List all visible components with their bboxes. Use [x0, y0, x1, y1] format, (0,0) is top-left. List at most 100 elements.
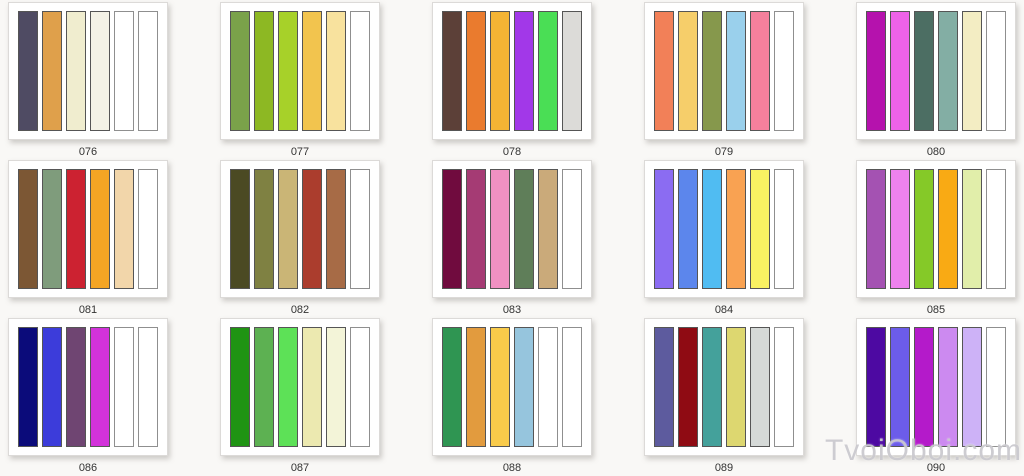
- color-swatch: [326, 11, 346, 131]
- color-swatch: [42, 169, 62, 289]
- color-swatch: [702, 327, 722, 447]
- palette-label: 089: [714, 462, 734, 474]
- color-swatch: [726, 327, 746, 447]
- color-swatch: [914, 11, 934, 131]
- palette-label: 088: [502, 462, 522, 474]
- palette-label: 086: [78, 462, 98, 474]
- palette-cell: 089: [644, 318, 804, 476]
- palette-cell: 085: [856, 160, 1016, 318]
- palette-card: [856, 160, 1016, 298]
- color-swatch: [986, 11, 1006, 131]
- color-swatch: [986, 327, 1006, 447]
- palette-cell: 081: [8, 160, 168, 318]
- color-swatch: [466, 327, 486, 447]
- color-swatch: [42, 11, 62, 131]
- palette-card: [856, 318, 1016, 456]
- palette-card: [856, 2, 1016, 140]
- color-swatch: [442, 169, 462, 289]
- palette-label: 076: [78, 146, 98, 158]
- color-swatch: [538, 327, 558, 447]
- palette-label: 087: [290, 462, 310, 474]
- color-swatch: [278, 11, 298, 131]
- color-swatch: [350, 11, 370, 131]
- color-swatch: [18, 327, 38, 447]
- color-swatch: [938, 169, 958, 289]
- color-swatch: [986, 169, 1006, 289]
- palette-card: [8, 2, 168, 140]
- color-swatch: [350, 169, 370, 289]
- palette-card: [644, 160, 804, 298]
- color-swatch: [702, 11, 722, 131]
- color-swatch: [302, 169, 322, 289]
- palette-label: 077: [290, 146, 310, 158]
- palette-cell: 078: [432, 2, 592, 160]
- palette-cell: 086: [8, 318, 168, 476]
- color-swatch: [302, 327, 322, 447]
- palette-card: [220, 318, 380, 456]
- color-swatch: [442, 327, 462, 447]
- color-swatch: [42, 327, 62, 447]
- color-swatch: [18, 11, 38, 131]
- color-swatch: [230, 327, 250, 447]
- palette-card: [432, 318, 592, 456]
- color-swatch: [442, 11, 462, 131]
- color-swatch: [774, 11, 794, 131]
- color-swatch: [90, 169, 110, 289]
- palette-cell: 084: [644, 160, 804, 318]
- color-swatch: [562, 327, 582, 447]
- color-swatch: [490, 169, 510, 289]
- palette-card: [8, 318, 168, 456]
- color-swatch: [66, 169, 86, 289]
- palette-card: [220, 2, 380, 140]
- color-swatch: [138, 11, 158, 131]
- palette-cell: 083: [432, 160, 592, 318]
- palette-cell: 087: [220, 318, 380, 476]
- palette-label: 080: [926, 146, 946, 158]
- color-swatch: [914, 169, 934, 289]
- color-swatch: [678, 11, 698, 131]
- color-swatch: [278, 327, 298, 447]
- color-swatch: [726, 11, 746, 131]
- color-swatch: [18, 169, 38, 289]
- color-swatch: [914, 327, 934, 447]
- palette-card: [432, 2, 592, 140]
- color-swatch: [254, 11, 274, 131]
- color-swatch: [490, 327, 510, 447]
- color-swatch: [514, 327, 534, 447]
- color-swatch: [962, 11, 982, 131]
- color-swatch: [466, 169, 486, 289]
- color-swatch: [890, 327, 910, 447]
- palette-cell: 077: [220, 2, 380, 160]
- palette-cell: 082: [220, 160, 380, 318]
- color-swatch: [326, 327, 346, 447]
- color-swatch: [66, 11, 86, 131]
- color-swatch: [230, 169, 250, 289]
- color-swatch: [866, 11, 886, 131]
- palette-label: 083: [502, 304, 522, 316]
- palette-cell: 088: [432, 318, 592, 476]
- color-swatch: [962, 327, 982, 447]
- color-swatch: [962, 169, 982, 289]
- color-swatch: [90, 11, 110, 131]
- color-swatch: [138, 169, 158, 289]
- color-swatch: [138, 327, 158, 447]
- palette-card: [220, 160, 380, 298]
- color-swatch: [890, 11, 910, 131]
- palette-cell: 090: [856, 318, 1016, 476]
- color-swatch: [514, 11, 534, 131]
- color-swatch: [114, 11, 134, 131]
- palette-card: [8, 160, 168, 298]
- color-swatch: [302, 11, 322, 131]
- palette-label: 079: [714, 146, 734, 158]
- color-swatch: [562, 169, 582, 289]
- color-swatch: [938, 327, 958, 447]
- palette-label: 081: [78, 304, 98, 316]
- color-swatch: [938, 11, 958, 131]
- color-swatch: [866, 169, 886, 289]
- color-swatch: [350, 327, 370, 447]
- palette-label: 085: [926, 304, 946, 316]
- palette-label: 078: [502, 146, 522, 158]
- color-swatch: [538, 169, 558, 289]
- color-swatch: [90, 327, 110, 447]
- color-swatch: [326, 169, 346, 289]
